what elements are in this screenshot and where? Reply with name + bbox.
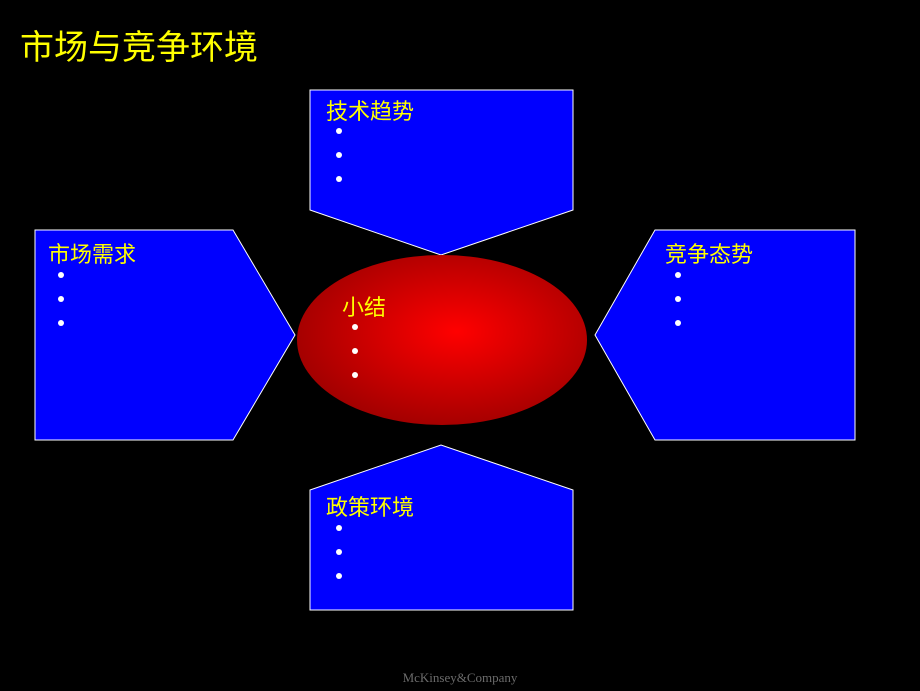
bullet-dot: [58, 296, 64, 302]
bullet-dot: [336, 128, 342, 134]
bullet-dot: [675, 296, 681, 302]
bullet-dot: [336, 573, 342, 579]
bullet-dot: [675, 320, 681, 326]
center-ellipse: [297, 255, 587, 425]
bullets-top: [336, 128, 342, 200]
label-bottom: 政策环境: [326, 490, 414, 522]
footer-text: McKinsey&Company: [0, 670, 920, 686]
bullet-dot: [58, 320, 64, 326]
bullets-left: [58, 272, 64, 344]
bullet-dot: [336, 176, 342, 182]
bullet-dot: [336, 549, 342, 555]
label-left: 市场需求: [48, 237, 136, 269]
shape-bottom: [310, 445, 573, 610]
bullet-dot: [58, 272, 64, 278]
label-center: 小结: [342, 290, 386, 322]
bullet-dot: [352, 348, 358, 354]
bullet-dot: [336, 152, 342, 158]
label-right: 竞争态势: [665, 237, 753, 269]
bullet-dot: [675, 272, 681, 278]
bullets-bottom: [336, 525, 342, 597]
bullets-right: [675, 272, 681, 344]
bullet-dot: [352, 324, 358, 330]
bullets-center: [352, 324, 358, 396]
label-top: 技术趋势: [326, 94, 414, 126]
bullet-dot: [336, 525, 342, 531]
bullet-dot: [352, 372, 358, 378]
slide-canvas: 市场与竞争环境 技术趋势 市场需求 竞争态势 政策环境 小结 McKinsey&…: [0, 0, 920, 691]
